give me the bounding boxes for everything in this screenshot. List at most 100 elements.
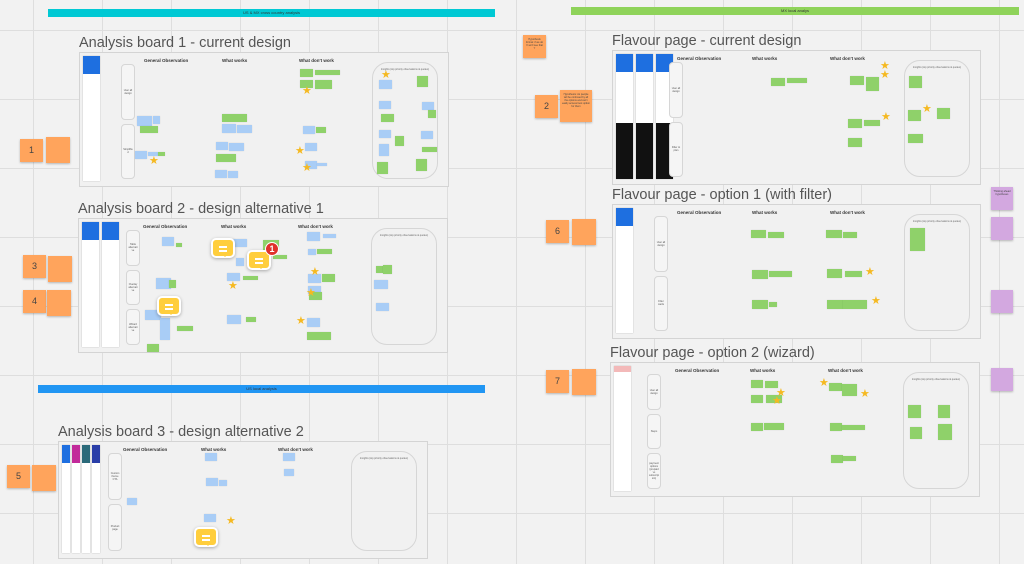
sticky-note[interactable]: [383, 265, 392, 274]
sticky-note[interactable]: [317, 163, 327, 166]
sticky-note[interactable]: [830, 423, 842, 431]
comment-count-badge[interactable]: 1: [265, 242, 279, 256]
sticky-note[interactable]: [316, 127, 326, 133]
sticky-note[interactable]: [842, 425, 865, 430]
sticky-note[interactable]: [908, 405, 921, 418]
sticky-note[interactable]: [300, 69, 313, 77]
sticky-note[interactable]: [216, 142, 228, 150]
sticky-note[interactable]: [204, 514, 216, 522]
comment-icon[interactable]: [211, 238, 235, 258]
sticky-note[interactable]: [843, 456, 856, 461]
sticky-note[interactable]: [379, 144, 389, 156]
sticky-note[interactable]: [376, 303, 389, 311]
hypothesis-number-note[interactable]: 7: [546, 370, 569, 393]
comment-icon[interactable]: [194, 527, 218, 547]
hypothesis-note[interactable]: [572, 219, 596, 245]
sticky-note[interactable]: [421, 131, 433, 139]
sticky-note[interactable]: [227, 273, 240, 281]
sticky-note[interactable]: [137, 116, 152, 126]
hypothesis-number-note[interactable]: 3: [23, 255, 46, 278]
sticky-note[interactable]: [317, 249, 332, 254]
sticky-note[interactable]: [850, 76, 864, 85]
sticky-note[interactable]: [938, 424, 952, 440]
sticky-note[interactable]: [145, 310, 161, 320]
section-banner[interactable]: US & MX cross country analysis: [48, 9, 495, 17]
sticky-note[interactable]: [216, 154, 236, 162]
sticky-note[interactable]: [307, 318, 320, 327]
sticky-note[interactable]: [322, 274, 335, 282]
sticky-note[interactable]: [910, 427, 922, 439]
thinking-ahead-hypothesis-note[interactable]: [991, 368, 1013, 391]
sticky-note[interactable]: [787, 78, 807, 83]
sticky-note[interactable]: [315, 80, 332, 89]
section-banner[interactable]: MX local analys: [571, 7, 1019, 15]
sticky-note[interactable]: [908, 134, 923, 143]
sticky-note[interactable]: [381, 114, 394, 122]
sticky-note[interactable]: [379, 101, 391, 109]
sticky-note[interactable]: [751, 230, 766, 238]
sticky-note[interactable]: [843, 232, 857, 238]
sticky-note[interactable]: [379, 130, 391, 138]
hypothesis-number-note[interactable]: 6: [546, 220, 569, 243]
sticky-note[interactable]: [232, 239, 247, 247]
sticky-note[interactable]: [417, 76, 428, 87]
sticky-note[interactable]: [147, 344, 159, 352]
sticky-note[interactable]: [827, 269, 842, 278]
sticky-note[interactable]: [377, 162, 388, 174]
sticky-note[interactable]: [229, 143, 244, 151]
sticky-note[interactable]: [864, 120, 880, 126]
sticky-note[interactable]: [938, 405, 950, 418]
sticky-note[interactable]: [848, 119, 862, 128]
sticky-note[interactable]: [323, 234, 336, 238]
sticky-note[interactable]: [206, 478, 218, 486]
sticky-note[interactable]: [309, 292, 322, 300]
sticky-note[interactable]: [845, 271, 862, 277]
sticky-note[interactable]: [303, 126, 315, 134]
insights-area[interactable]: Insights (top priority observations & qu…: [372, 62, 438, 179]
sticky-note[interactable]: [246, 317, 256, 322]
hypothesis-note[interactable]: [46, 137, 70, 163]
sticky-note[interactable]: [219, 480, 227, 486]
sticky-note[interactable]: [752, 300, 768, 309]
sticky-note[interactable]: [769, 302, 777, 307]
thinking-ahead-hypothesis-note[interactable]: [991, 290, 1013, 313]
sticky-note[interactable]: [843, 300, 867, 309]
hypothesis-number-note[interactable]: 5: [7, 465, 30, 488]
sticky-note[interactable]: [222, 114, 247, 122]
sticky-note[interactable]: [829, 383, 842, 391]
sticky-note[interactable]: [765, 381, 778, 388]
insights-area[interactable]: Insights (top priority observations & qu…: [903, 372, 969, 489]
sticky-note[interactable]: [177, 326, 193, 331]
hypothesis-number-note[interactable]: 4: [23, 290, 46, 313]
sticky-note[interactable]: [148, 152, 158, 156]
sticky-note[interactable]: [283, 453, 295, 461]
insights-area[interactable]: Insights (top priority observations & qu…: [904, 60, 970, 177]
hypothesis-format-note[interactable]: Hypothesis format: if we do X we'll see …: [523, 35, 546, 58]
sticky-note[interactable]: [243, 276, 258, 280]
thinking-ahead-note[interactable]: Thinking ahead hypotheses: [991, 187, 1013, 210]
hypothesis-number-note[interactable]: 1: [20, 139, 43, 162]
insights-area[interactable]: Insights (top priority observations & qu…: [351, 451, 417, 551]
sticky-note[interactable]: [937, 108, 950, 119]
sticky-note[interactable]: [826, 230, 842, 238]
comment-icon[interactable]: [247, 250, 271, 270]
sticky-note[interactable]: [307, 232, 320, 241]
sticky-note[interactable]: [751, 380, 763, 388]
sticky-note[interactable]: [771, 78, 785, 86]
sticky-note[interactable]: [766, 395, 782, 403]
sticky-note[interactable]: [866, 77, 879, 91]
thinking-ahead-hypothesis-note[interactable]: [991, 217, 1013, 240]
sticky-note[interactable]: [376, 266, 386, 273]
sticky-note[interactable]: [379, 80, 392, 89]
insights-area[interactable]: Insights (top priority observations & qu…: [904, 214, 970, 331]
sticky-note[interactable]: [205, 453, 217, 461]
sticky-note[interactable]: [422, 147, 437, 152]
sticky-note[interactable]: [374, 280, 388, 289]
sticky-note[interactable]: [127, 498, 137, 505]
sticky-note[interactable]: [848, 138, 862, 147]
hypothesis-note[interactable]: [572, 369, 596, 395]
sticky-note[interactable]: [305, 161, 317, 169]
sticky-note[interactable]: [237, 125, 252, 133]
sticky-note[interactable]: [768, 232, 784, 238]
